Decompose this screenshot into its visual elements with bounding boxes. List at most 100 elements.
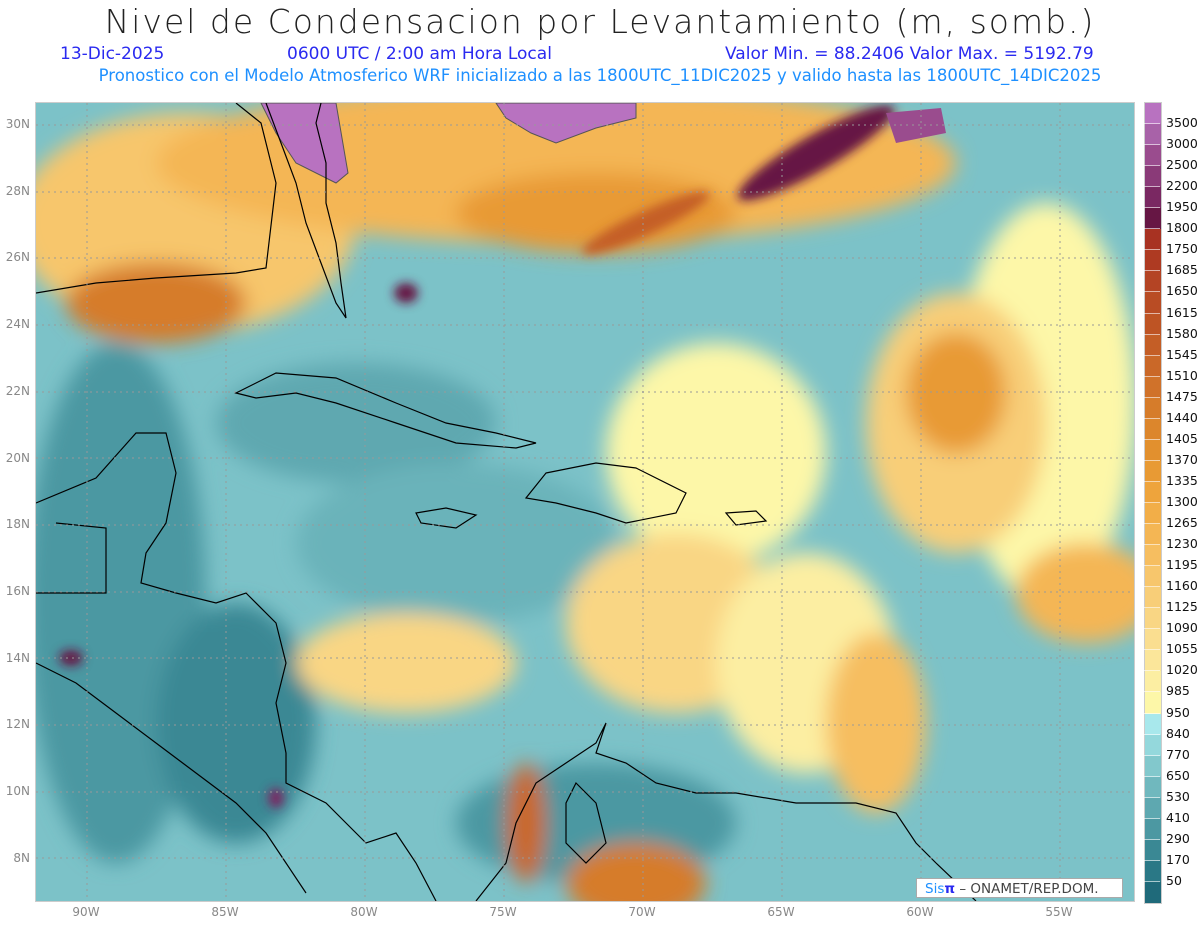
- colorbar: [1144, 102, 1162, 904]
- colorbar-tick: [1144, 607, 1160, 609]
- colorbar-label: 1510: [1166, 367, 1198, 383]
- forecast-time: 0600 UTC / 2:00 am Hora Local: [287, 44, 552, 64]
- colorbar-swatch: [1145, 460, 1161, 483]
- colorbar-swatch: [1145, 587, 1161, 609]
- colorbar-tick: [1144, 754, 1160, 756]
- colorbar-label: 1750: [1166, 241, 1198, 257]
- lon-label: 60W: [906, 905, 934, 919]
- colorbar-swatch: [1145, 713, 1161, 736]
- colorbar-label: 3500: [1166, 115, 1198, 131]
- colorbar-swatch: [1145, 481, 1161, 504]
- lat-label: 18N: [5, 517, 30, 532]
- colorbar-swatch: [1145, 650, 1161, 672]
- lat-label: 20N: [5, 450, 30, 465]
- colorbar-label: 1195: [1166, 557, 1198, 573]
- colorbar-swatch: [1145, 229, 1161, 251]
- colorbar-label: 1020: [1166, 662, 1198, 678]
- colorbar-tick: [1144, 123, 1160, 125]
- colorbar-tick: [1144, 712, 1160, 714]
- colorbar-tick: [1144, 312, 1160, 314]
- colorbar-label: 985: [1166, 683, 1190, 699]
- model-info: Pronostico con el Modelo Atmosferico WRF…: [98, 66, 1102, 85]
- colorbar-swatch: [1145, 776, 1161, 799]
- colorbar-swatch: [1145, 166, 1161, 188]
- purple-area-east: [886, 108, 946, 143]
- shading-field: [36, 103, 1134, 901]
- colorbar-label: 1650: [1166, 283, 1198, 299]
- colorbar-swatch: [1145, 629, 1161, 651]
- colorbar-tick: [1144, 270, 1160, 272]
- colorbar-label: 1160: [1166, 578, 1198, 594]
- colorbar-tick: [1144, 628, 1160, 630]
- high-values: [59, 105, 895, 808]
- colorbar-label: 1335: [1166, 472, 1198, 488]
- lat-label: 24N: [5, 317, 30, 332]
- colorbar-swatch: [1145, 608, 1161, 630]
- coastlines: [36, 103, 977, 901]
- colorbar-label: 1545: [1166, 346, 1198, 362]
- colorbar-tick: [1144, 775, 1160, 777]
- colorbar-tick: [1144, 670, 1160, 672]
- lon-label: 85W: [211, 905, 239, 919]
- colorbar-swatch: [1145, 818, 1161, 841]
- colorbar-label: 1440: [1166, 409, 1198, 425]
- colorbar-tick: [1144, 480, 1160, 482]
- colorbar-tick: [1144, 333, 1160, 335]
- colorbar-swatch: [1145, 250, 1161, 272]
- colorbar-swatch: [1145, 524, 1161, 546]
- pi-logo: π: [944, 881, 956, 897]
- lon-label: 65W: [767, 905, 795, 919]
- colorbar-label: 1580: [1166, 325, 1198, 341]
- colorbar-tick: [1144, 186, 1160, 188]
- colorbar-label: 1685: [1166, 262, 1198, 278]
- colorbar-swatch: [1145, 208, 1161, 230]
- lon-label: 90W: [72, 905, 100, 919]
- forecast-date: 13-Dic-2025: [60, 44, 165, 64]
- colorbar-label: 1055: [1166, 641, 1198, 657]
- colorbar-swatch: [1145, 860, 1161, 883]
- lat-label: 26N: [5, 250, 30, 265]
- colorbar-tick: [1144, 165, 1160, 167]
- colorbar-label: 3000: [1166, 136, 1198, 152]
- condensation-level-map: [35, 102, 1135, 902]
- colorbar-swatch: [1145, 292, 1161, 315]
- colorbar-tick: [1144, 586, 1160, 588]
- colorbar-tick: [1144, 375, 1160, 377]
- colorbar-tick: [1144, 207, 1160, 209]
- colorbar-label: 1300: [1166, 494, 1198, 509]
- lon-label: 75W: [489, 905, 517, 919]
- colorbar-tick: [1144, 880, 1160, 882]
- colorbar-tick: [1144, 438, 1160, 440]
- colorbar-swatch: [1145, 734, 1161, 757]
- colorbar-tick: [1144, 544, 1160, 546]
- credit-box: Sisπ – ONAMET/REP.DOM.: [916, 878, 1123, 898]
- colorbar-label: 770: [1166, 746, 1190, 762]
- colorbar-label: 2500: [1166, 157, 1198, 173]
- colorbar-swatch: [1145, 124, 1161, 146]
- lon-label: 80W: [350, 905, 378, 919]
- colorbar-swatch: [1145, 755, 1161, 778]
- colorbar-swatch: [1145, 839, 1161, 862]
- colorbar-swatch: [1145, 797, 1161, 820]
- colorbar-tick: [1144, 396, 1160, 398]
- colorbar-label: 1230: [1166, 536, 1198, 552]
- colorbar-label: 1800: [1166, 220, 1198, 236]
- colorbar-label: 1950: [1166, 199, 1198, 215]
- colorbar-swatch: [1145, 545, 1161, 567]
- min-max-values: Valor Min. = 88.2406 Valor Max. = 5192.7…: [725, 44, 1094, 64]
- colorbar-tick: [1144, 417, 1160, 419]
- colorbar-tick: [1144, 691, 1160, 693]
- colorbar-tick: [1144, 523, 1160, 525]
- colorbar-tick: [1144, 249, 1160, 251]
- colorbar-tick: [1144, 291, 1160, 293]
- colorbar-tick: [1144, 502, 1160, 503]
- colorbar-swatch: [1145, 503, 1161, 525]
- map-title: Nivel de Condensacion por Levantamiento …: [104, 2, 1096, 41]
- colorbar-label: 530: [1166, 788, 1190, 804]
- colorbar-tick: [1144, 228, 1160, 230]
- colorbar-tick: [1144, 817, 1160, 819]
- colorbar-swatch: [1145, 334, 1161, 357]
- colorbar-label: 170: [1166, 851, 1190, 867]
- lat-label: 28N: [5, 183, 30, 198]
- colorbar-swatch: [1145, 671, 1161, 693]
